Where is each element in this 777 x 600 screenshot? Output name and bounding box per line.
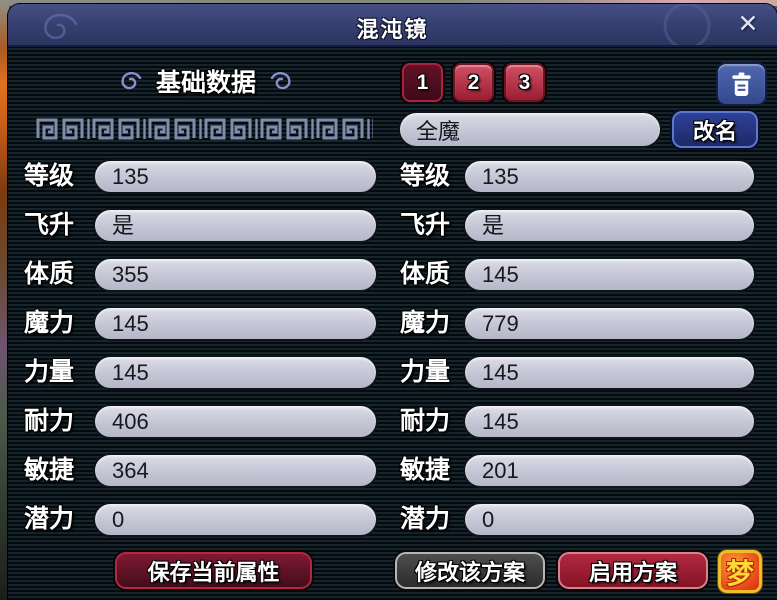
stat-value-field: 135: [93, 159, 378, 194]
titlebar: 混沌镜 ✕: [8, 4, 777, 47]
stat-value-field: 145: [93, 355, 378, 390]
stat-label: 魔力: [24, 309, 75, 337]
stat-label: 力量: [400, 358, 451, 386]
stat-label: 力量: [24, 358, 75, 386]
stat-value-field[interactable]: 201: [463, 453, 756, 488]
section-title: 基础数据: [155, 69, 256, 97]
stat-label: 飞升: [24, 211, 75, 239]
stat-value-field: 364: [93, 453, 378, 488]
trash-icon: [732, 72, 751, 96]
stat-label: 敏捷: [400, 456, 451, 484]
rename-button[interactable]: 改名: [672, 111, 758, 148]
stat-label: 飞升: [400, 211, 451, 239]
stat-value-field: 是: [93, 208, 378, 243]
background-sliver-top: [0, 0, 777, 6]
close-icon[interactable]: ✕: [737, 10, 759, 38]
tab-scheme-2[interactable]: 2: [453, 63, 494, 102]
meng-assistant-badge[interactable]: 梦: [718, 550, 762, 593]
stat-label: 魔力: [400, 309, 451, 337]
stat-label: 体质: [400, 260, 451, 288]
save-current-attributes-button[interactable]: 保存当前属性: [115, 552, 312, 589]
stat-label: 潜力: [24, 505, 75, 533]
stat-value-field[interactable]: 145: [463, 257, 756, 292]
stat-value-field[interactable]: 0: [463, 502, 756, 537]
stat-label: 潜力: [400, 505, 451, 533]
plan-name-input[interactable]: [398, 111, 662, 148]
stat-label: 体质: [24, 260, 75, 288]
stat-label: 敏捷: [24, 456, 75, 484]
stat-label: 耐力: [24, 407, 75, 435]
tab-scheme-1[interactable]: 1: [402, 63, 443, 102]
stat-value-field[interactable]: 是: [463, 208, 756, 243]
stat-label: 等级: [24, 162, 75, 190]
stat-value-field[interactable]: 779: [463, 306, 756, 341]
stat-value-field: 0: [93, 502, 378, 537]
chaos-mirror-window: 混沌镜 ✕ 基础数据 1 2 3: [8, 4, 777, 600]
stat-value-field: 355: [93, 257, 378, 292]
stat-label: 耐力: [400, 407, 451, 435]
delete-scheme-button[interactable]: [716, 62, 767, 106]
apply-scheme-button[interactable]: 启用方案: [558, 552, 708, 589]
cloud-swirl-right-icon: [270, 72, 291, 90]
meng-glyph: 梦: [725, 557, 754, 589]
stat-value-field: 406: [93, 404, 378, 439]
stat-value-field: 145: [93, 306, 378, 341]
window-title: 混沌镜: [356, 17, 429, 42]
titlebar-swirl-decoration: [44, 13, 78, 39]
titlebar-circle-decoration: [663, 4, 711, 45]
cloud-swirl-left-icon: [121, 72, 142, 90]
tab-scheme-3[interactable]: 3: [504, 63, 545, 102]
meander-divider: [35, 116, 373, 142]
stat-value-field[interactable]: 145: [463, 355, 756, 390]
stat-value-field[interactable]: 145: [463, 404, 756, 439]
stat-label: 等级: [400, 162, 451, 190]
section-header: 基础数据: [96, 64, 316, 98]
background-sliver-left: [0, 0, 9, 600]
modify-scheme-button[interactable]: 修改该方案: [395, 552, 545, 589]
stat-value-field[interactable]: 135: [463, 159, 756, 194]
